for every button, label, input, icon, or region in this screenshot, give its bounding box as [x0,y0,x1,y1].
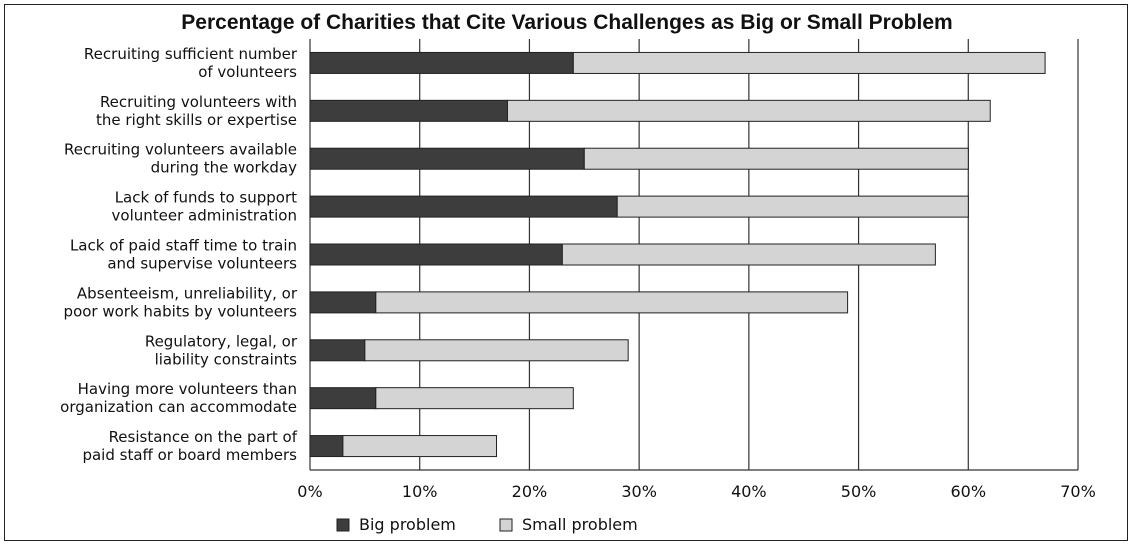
category-label-2-1: during the workday [151,159,298,177]
category-label-4-0: Lack of paid staff time to train [70,237,297,255]
category-label-0-0: Recruiting sufficient number [84,45,298,63]
bar-big-0 [309,51,574,74]
bar-small-3 [616,195,969,218]
chart-title: Percentage of Charities that Cite Variou… [181,11,953,34]
category-label-3-0: Lack of funds to support [115,189,297,207]
bar-small-4 [561,243,936,266]
category-label-2-0: Recruiting volunteers available [64,141,297,159]
bar-small-5 [375,291,849,314]
legend-label-1: Small problem [522,515,638,534]
bar-big-7 [309,387,377,410]
legend-label-0: Big problem [359,515,456,534]
bar-small-1 [506,99,991,122]
legend-swatch-0 [336,518,350,532]
category-label-8-1: paid staff or board members [82,446,297,464]
category-label-5-0: Absenteeism, unreliability, or [77,284,298,302]
x-tick-label-6: 60% [951,482,987,501]
category-label-4-1: and supervise volunteers [107,255,297,273]
category-label-6-0: Regulatory, legal, or [145,332,298,350]
bar-big-2 [309,147,585,170]
category-label-5-1: poor work habits by volunteers [64,302,298,320]
x-tick-label-2: 20% [512,482,548,501]
bar-big-4 [309,243,563,266]
bar-big-6 [309,339,366,362]
legend: Big problem Small problem [336,515,638,534]
bar-small-8 [342,435,498,458]
bar-big-5 [309,291,377,314]
bar-big-1 [309,99,508,122]
category-label-8-0: Resistance on the part of [109,428,298,446]
category-label-7-1: organization can accommodate [60,398,297,416]
category-label-6-1: liability constraints [155,350,298,368]
bar-small-0 [572,51,1046,74]
category-label-1-0: Recruiting volunteers with [100,93,297,111]
x-tick-label-5: 50% [841,482,877,501]
category-label-3-1: volunteer administration [112,207,297,225]
chart-frame: Percentage of Charities that Cite Variou… [4,4,1128,541]
bar-big-3 [309,195,618,218]
x-tick-label-1: 10% [402,482,438,501]
bar-small-2 [583,147,969,170]
bars [309,51,1046,458]
bar-big-8 [309,435,344,458]
category-label-0-1: of volunteers [198,63,297,81]
category-label-7-0: Having more volunteers than [78,380,297,398]
bar-small-7 [375,387,574,410]
category-label-1-1: the right skills or expertise [96,111,297,129]
legend-swatch-1 [499,518,513,532]
bar-small-6 [364,339,629,362]
x-tick-label-4: 40% [731,482,767,501]
x-tick-labels: 0% 10% 20% 30% 40% 50% 60% 70% [297,482,1095,501]
x-tick-label-0: 0% [297,482,322,501]
x-tick-label-7: 70% [1060,482,1096,501]
x-tick-label-3: 30% [621,482,657,501]
